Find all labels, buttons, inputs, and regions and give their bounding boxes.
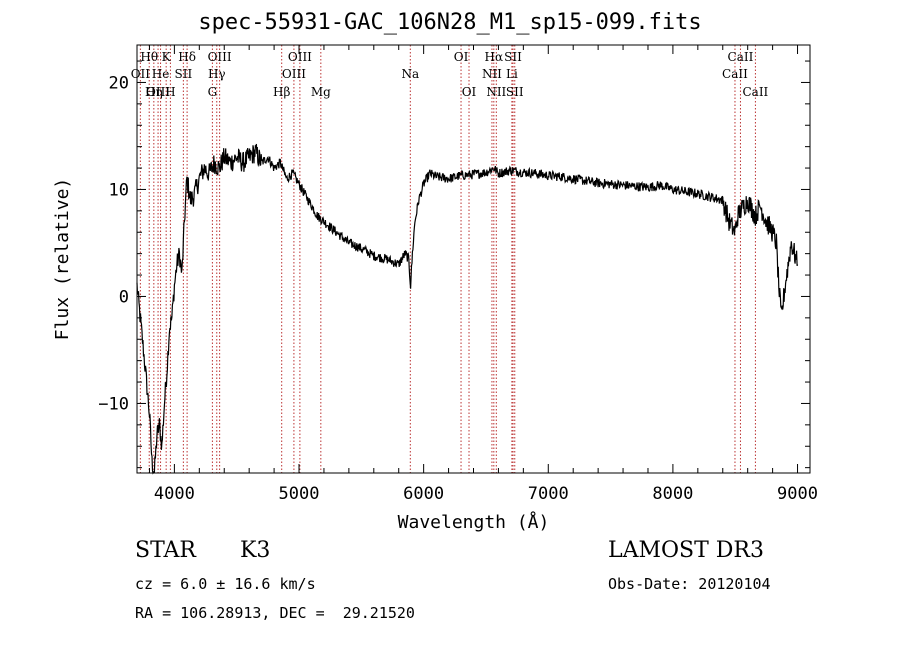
x-axis-ticks: 4000 5000 6000 7000 8000 9000 [148, 45, 818, 504]
x-tick-label: 8000 [652, 484, 693, 504]
spectral-line-label: Hη [145, 85, 163, 99]
spectral-line-label: Hβ [273, 85, 290, 99]
y-axis-ticks: −10 0 10 20 [98, 60, 810, 469]
y-tick-label: 0 [119, 287, 129, 307]
spectral-line-label: NII [482, 67, 502, 81]
spectral-line-label: Hθ [140, 50, 158, 64]
spectral-line-label: Na [401, 67, 419, 81]
obs-date-text: Obs-Date: 20120104 [608, 575, 771, 593]
spectral-line-label: K [162, 50, 172, 64]
spectral-line-label: Hγ [208, 67, 226, 81]
x-tick-label: 9000 [777, 484, 818, 504]
spectral-line-label: SII [506, 85, 524, 99]
spectral-line-label: NII [486, 85, 506, 99]
spectral-line-label: CaII [722, 67, 748, 81]
spectral-line-label: Mg [311, 85, 331, 99]
spectral-line-label: SII [175, 67, 193, 81]
spectral-line-markers [139, 45, 756, 473]
x-tick-label: 7000 [528, 484, 569, 504]
coordinates-text: RA = 106.28913, DEC = 29.21520 [135, 604, 415, 622]
spectral-line-label: G [208, 85, 218, 99]
spectral-line-label: He [152, 67, 170, 81]
spectral-line-label: OII [131, 67, 151, 81]
object-subclass: K3 [240, 538, 271, 563]
plot-frame [136, 44, 811, 474]
spectral-line-label: OIII [146, 85, 170, 99]
x-tick-label: 6000 [403, 484, 444, 504]
spectral-line-label: OI [462, 85, 477, 99]
spectral-line-label: OIII [282, 67, 306, 81]
spectral-line-label: H [165, 85, 175, 99]
spectral-line-label: Li [506, 67, 518, 81]
x-tick-label: 5000 [279, 484, 320, 504]
spectral-line-label: SII [504, 50, 522, 64]
spectral-line-label: Hα [485, 50, 504, 64]
spectral-line-label: Hδ [178, 50, 196, 64]
chart-title: spec-55931-GAC_106N28_M1_sp15-099.fits [198, 10, 702, 35]
y-tick-label: −10 [98, 394, 129, 414]
x-tick-label: 4000 [154, 484, 195, 504]
spectral-line-label: OIII [288, 50, 312, 64]
spectrum-series-line [136, 143, 799, 475]
y-tick-label: 20 [109, 73, 129, 93]
spectral-line-label: CaII [742, 85, 768, 99]
survey-name: LAMOST DR3 [608, 538, 764, 563]
spectral-line-label: OI [454, 50, 469, 64]
y-tick-label: 10 [109, 180, 129, 200]
redshift-text: cz = 6.0 ± 16.6 km/s [135, 575, 316, 593]
y-axis-label: Flux (relative) [52, 178, 73, 341]
object-class: STAR [135, 538, 196, 563]
spectral-line-label: OIII [208, 50, 232, 64]
spectral-line-label: CaII [728, 50, 754, 64]
x-axis-label: Wavelength (Å) [398, 511, 550, 533]
